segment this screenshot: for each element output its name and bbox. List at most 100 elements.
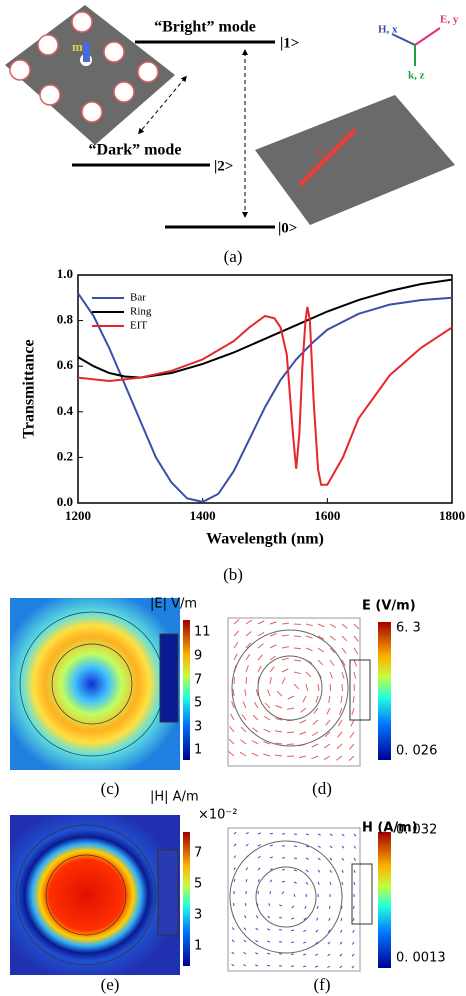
field-vector xyxy=(257,643,264,649)
ring-outline xyxy=(255,866,317,928)
coupling-arrow xyxy=(138,75,187,135)
state-2: |2> xyxy=(214,158,233,174)
field-vector xyxy=(352,929,355,933)
field-vector xyxy=(274,742,283,745)
field-vector xyxy=(329,659,335,667)
field-vector xyxy=(349,743,355,750)
field-vector xyxy=(274,754,283,757)
field-vector xyxy=(242,701,247,709)
field-vector xyxy=(299,719,307,724)
field-vector xyxy=(269,844,274,847)
field-vector xyxy=(323,755,331,760)
field-vector xyxy=(239,751,247,757)
field-vector xyxy=(305,845,309,848)
field-vector xyxy=(281,622,290,625)
field-vector xyxy=(353,623,360,630)
field-vector xyxy=(305,881,309,885)
field-vector xyxy=(315,917,319,921)
y-tick-label: 0.2 xyxy=(57,448,73,463)
field-vector xyxy=(257,654,263,661)
p-label: p xyxy=(318,144,324,158)
field-vector xyxy=(253,701,259,709)
field-vector xyxy=(257,844,261,847)
field-vector xyxy=(291,905,295,909)
bright-mode: “Bright” mode xyxy=(154,19,256,36)
panel-label: |H| A/m xyxy=(150,790,199,805)
caption-f: (f) xyxy=(314,975,331,994)
colorbar-tick: 7 xyxy=(194,846,202,861)
field-vector xyxy=(290,941,295,944)
field-vector xyxy=(245,843,249,847)
x-tick-label: 1200 xyxy=(65,508,91,523)
field-vector xyxy=(245,676,248,685)
field-vector xyxy=(245,642,252,649)
field-vector xyxy=(299,755,307,759)
field-vector xyxy=(245,631,252,637)
caption-b: (b) xyxy=(223,565,243,584)
field-vector xyxy=(353,833,357,837)
scale-label: ×10⁻² xyxy=(198,808,238,823)
y-axis-label: Transmittance xyxy=(21,339,38,438)
y-tick-label: 0.0 xyxy=(57,494,73,509)
field-vector xyxy=(293,893,296,897)
plot-frame xyxy=(77,274,453,504)
field-vector xyxy=(305,623,313,627)
field-vector xyxy=(257,879,260,883)
field-vector xyxy=(293,635,302,638)
field-vector xyxy=(326,707,331,715)
field-vector xyxy=(353,857,356,861)
field-vector xyxy=(317,623,325,628)
legend-label: Ring xyxy=(130,306,152,318)
colorbar-tick: 11 xyxy=(194,625,211,640)
k-axis-label: k, z xyxy=(408,70,425,82)
bar xyxy=(298,128,357,187)
panel-a: m p “Bright” mode |1> “Dark” mode |2> |0… xyxy=(5,5,459,266)
field-vector xyxy=(315,941,319,945)
field-vector xyxy=(293,857,298,860)
field-vector xyxy=(293,647,302,650)
field-vector xyxy=(327,929,331,933)
field-vector xyxy=(353,671,357,679)
field-vector xyxy=(257,631,265,637)
field-vector xyxy=(233,642,239,649)
field-vector xyxy=(317,869,321,873)
state-1: |1> xyxy=(280,35,299,51)
field-vector xyxy=(317,683,320,692)
field-vector xyxy=(232,902,235,907)
field-vector xyxy=(348,755,355,762)
field-vector xyxy=(328,917,331,921)
field-vector xyxy=(351,707,355,715)
field-vector xyxy=(325,719,331,726)
moment-arrow xyxy=(83,42,90,62)
field-vector xyxy=(341,869,344,873)
y-tick-label: 0.6 xyxy=(57,357,74,372)
field-vector xyxy=(351,965,355,969)
field-vector xyxy=(252,727,259,733)
field-vector xyxy=(269,655,276,661)
field-vector xyxy=(339,953,343,957)
bar-outline xyxy=(159,633,179,723)
field-vector xyxy=(231,927,235,931)
field-vector xyxy=(256,902,259,907)
colorbar-min: 0. 0013 xyxy=(396,951,446,966)
h-axis xyxy=(391,33,416,46)
field-vector xyxy=(304,905,307,909)
colorbar-tick: 3 xyxy=(194,908,202,923)
field-vector xyxy=(269,644,277,649)
field-vector xyxy=(353,635,359,642)
field-vector xyxy=(313,707,319,714)
field-vector xyxy=(351,953,355,957)
ring-outline xyxy=(15,824,157,966)
field-vector xyxy=(317,845,321,849)
field-vector xyxy=(329,869,332,873)
field-vector xyxy=(281,668,289,673)
field-vector xyxy=(245,879,248,883)
field-vector xyxy=(233,878,236,883)
field-vector xyxy=(269,633,277,637)
field-vector xyxy=(244,915,247,919)
field-vector xyxy=(251,752,259,757)
panel-label: H (A/m) xyxy=(362,821,418,836)
field-vector xyxy=(267,928,271,931)
field-vector xyxy=(341,647,347,654)
field-vector xyxy=(352,917,355,922)
